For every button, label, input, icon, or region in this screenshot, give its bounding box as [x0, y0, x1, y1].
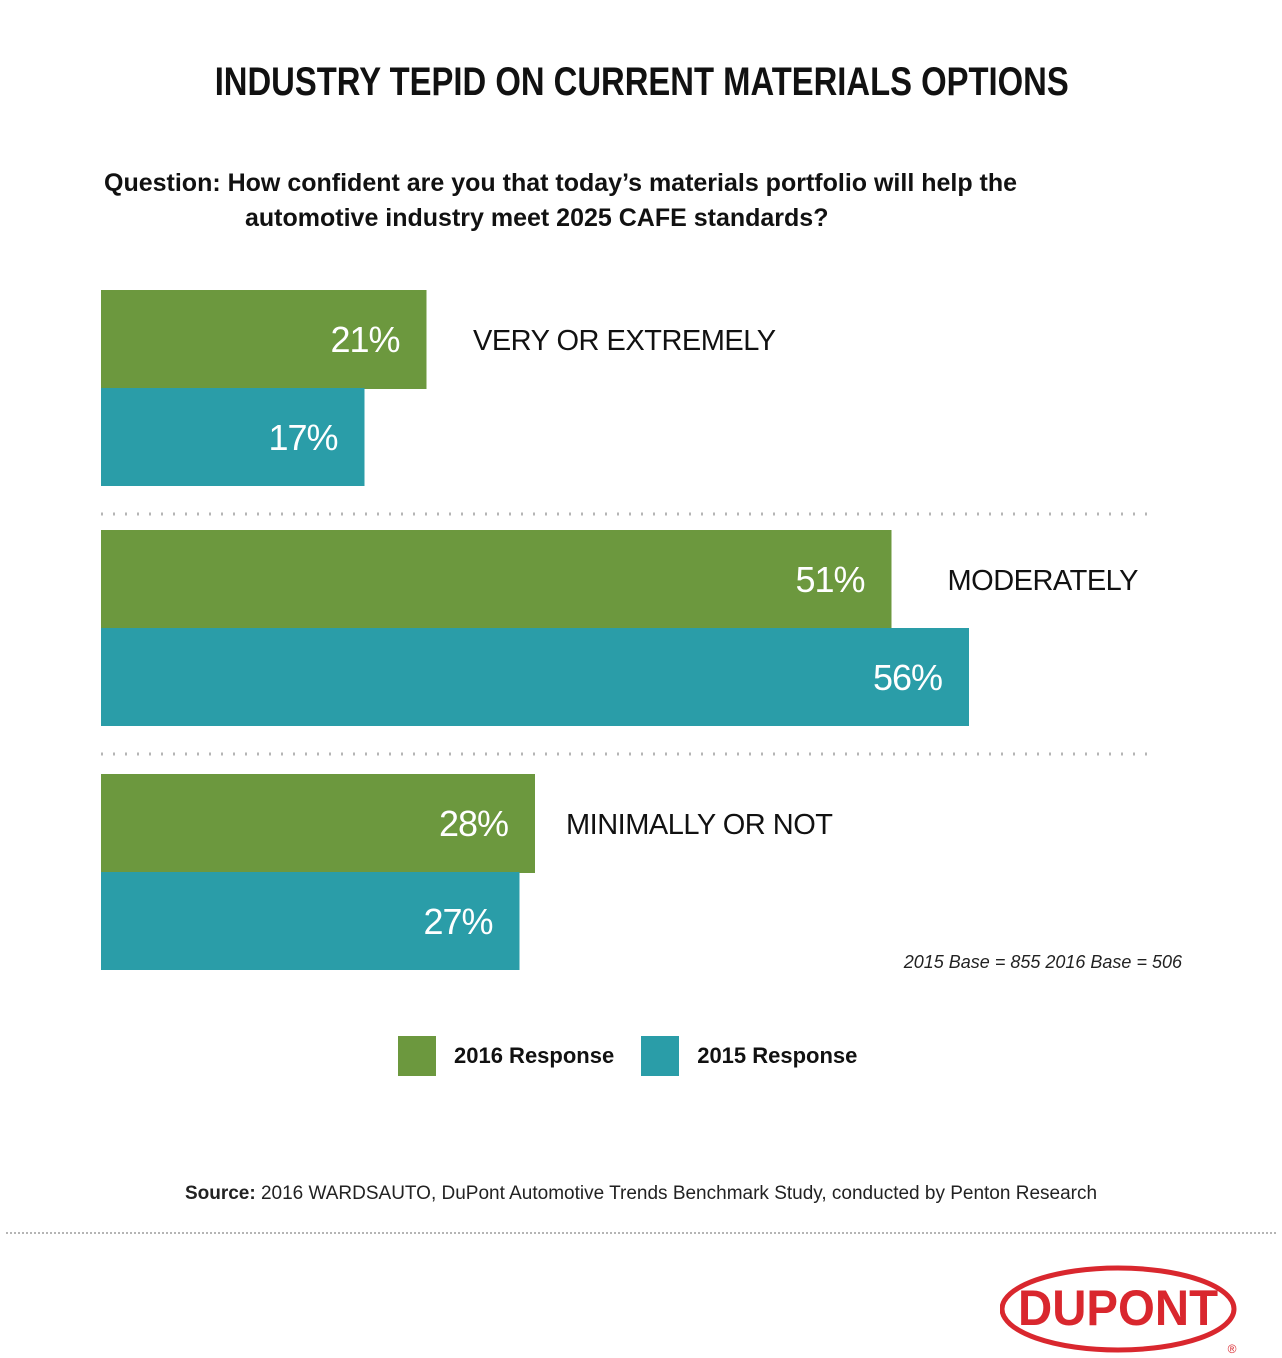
footer-divider	[6, 1232, 1276, 1234]
bar-2016-response-minimally-or-not	[101, 774, 535, 873]
category-label-minimally-or-not: MINIMALLY OR NOT	[566, 809, 833, 841]
data-label-2016-response-minimally-or-not: 28%	[439, 803, 508, 844]
category-label-moderately: MODERATELY	[947, 565, 1138, 597]
bar-2015-response-minimally-or-not	[101, 872, 520, 970]
question-line-1: Question: How confident are you that tod…	[104, 169, 1018, 197]
bar-2015-response-moderately	[101, 628, 969, 726]
data-label-2015-response-moderately: 56%	[873, 657, 942, 698]
sample-base-note: 2015 Base = 855 2016 Base = 506	[903, 952, 1182, 972]
legend-item-2015: 2015 Response	[641, 1036, 857, 1076]
bar-2015-response-very-or-extremely	[101, 388, 365, 486]
source-label: Source:	[184, 1183, 256, 1204]
dupont-logo: DUPONT ®	[1000, 1265, 1237, 1355]
legend-swatch-2016	[398, 1036, 436, 1076]
legend-label-2016: 2016 Response	[454, 1043, 615, 1068]
legend-item-2016: 2016 Response	[398, 1036, 614, 1076]
data-label-2016-response-moderately: 51%	[795, 559, 864, 600]
data-label-2016-response-very-or-extremely: 21%	[330, 319, 399, 360]
data-label-2015-response-very-or-extremely: 17%	[268, 417, 337, 458]
bar-2016-response-very-or-extremely	[101, 290, 427, 389]
chart-title: INDUSTRY TEPID ON CURRENT MATERIALS OPTI…	[214, 60, 1069, 104]
category-label-very-or-extremely: VERY OR EXTREMELY	[473, 325, 776, 357]
source-text: 2016 WARDSAUTO, DuPont Automotive Trends…	[255, 1183, 1098, 1204]
legend-label-2015: 2015 Response	[697, 1043, 858, 1068]
chart-legend: 2016 Response 2015 Response	[398, 1036, 884, 1076]
survey-question: Question: How confident are you that tod…	[104, 166, 1204, 236]
source-note: Source: 2016 WARDSAUTO, DuPont Automotiv…	[0, 1183, 1282, 1205]
question-line-2: automotive industry meet 2025 CAFE stand…	[245, 204, 829, 232]
bar-2016-response-moderately	[101, 530, 892, 629]
legend-swatch-2015	[641, 1036, 680, 1076]
logo-wordmark: DUPONT	[1018, 1280, 1218, 1336]
registered-mark: ®	[1228, 1342, 1237, 1355]
data-label-2015-response-minimally-or-not: 27%	[423, 901, 492, 942]
